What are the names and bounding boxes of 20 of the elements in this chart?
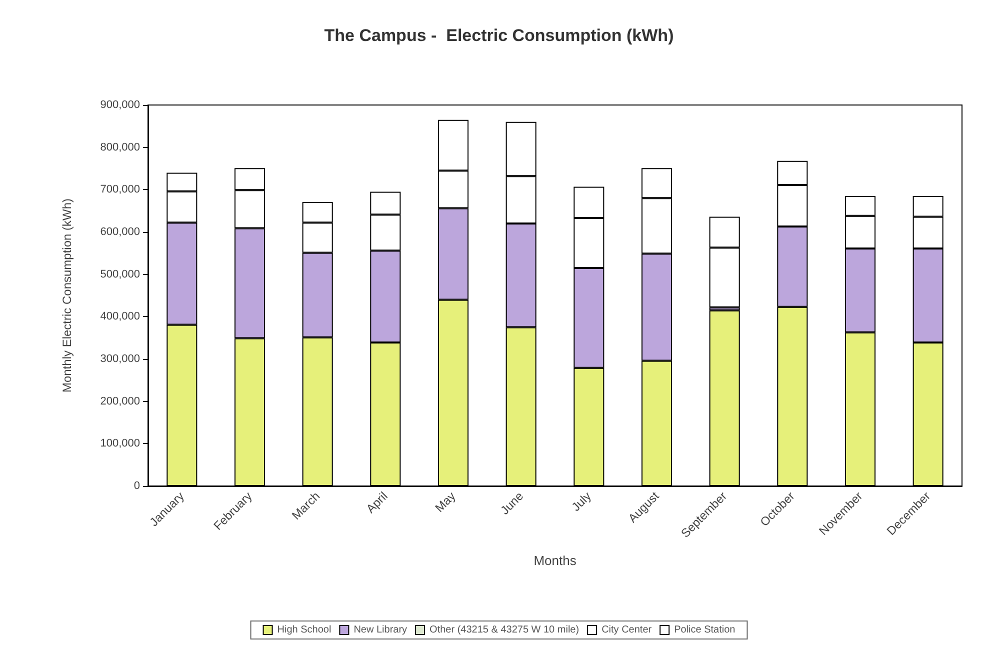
y-tick-label: 100,000 <box>100 438 140 450</box>
chart-title: The Campus - Electric Consumption (kWh) <box>324 26 674 45</box>
x-axis-title: Months <box>534 553 577 568</box>
y-tick-label: 0 <box>134 480 140 492</box>
y-axis-title: Monthly Electric Consumption (kWh) <box>60 198 74 393</box>
legend-label: Police Station <box>674 624 736 636</box>
legend-label: New Library <box>354 624 408 636</box>
y-tick-label: 400,000 <box>100 310 140 323</box>
y-tick-label: 300,000 <box>100 353 140 365</box>
x-tick-label: July <box>568 489 594 514</box>
y-tick-label: 600,000 <box>100 226 140 238</box>
legend-label: Other (43215 & 43275 W 10 mile) <box>430 624 580 636</box>
y-tick-label: 900,000 <box>100 99 140 111</box>
legend-label: High School <box>277 624 332 636</box>
x-tick-label: May <box>432 489 458 515</box>
y-tick-label: 800,000 <box>100 141 140 154</box>
y-tick-label: 700,000 <box>100 184 140 196</box>
legend-label: City Center <box>602 624 652 636</box>
y-tick-label: 500,000 <box>100 268 140 280</box>
y-tick-label: 200,000 <box>100 395 140 408</box>
